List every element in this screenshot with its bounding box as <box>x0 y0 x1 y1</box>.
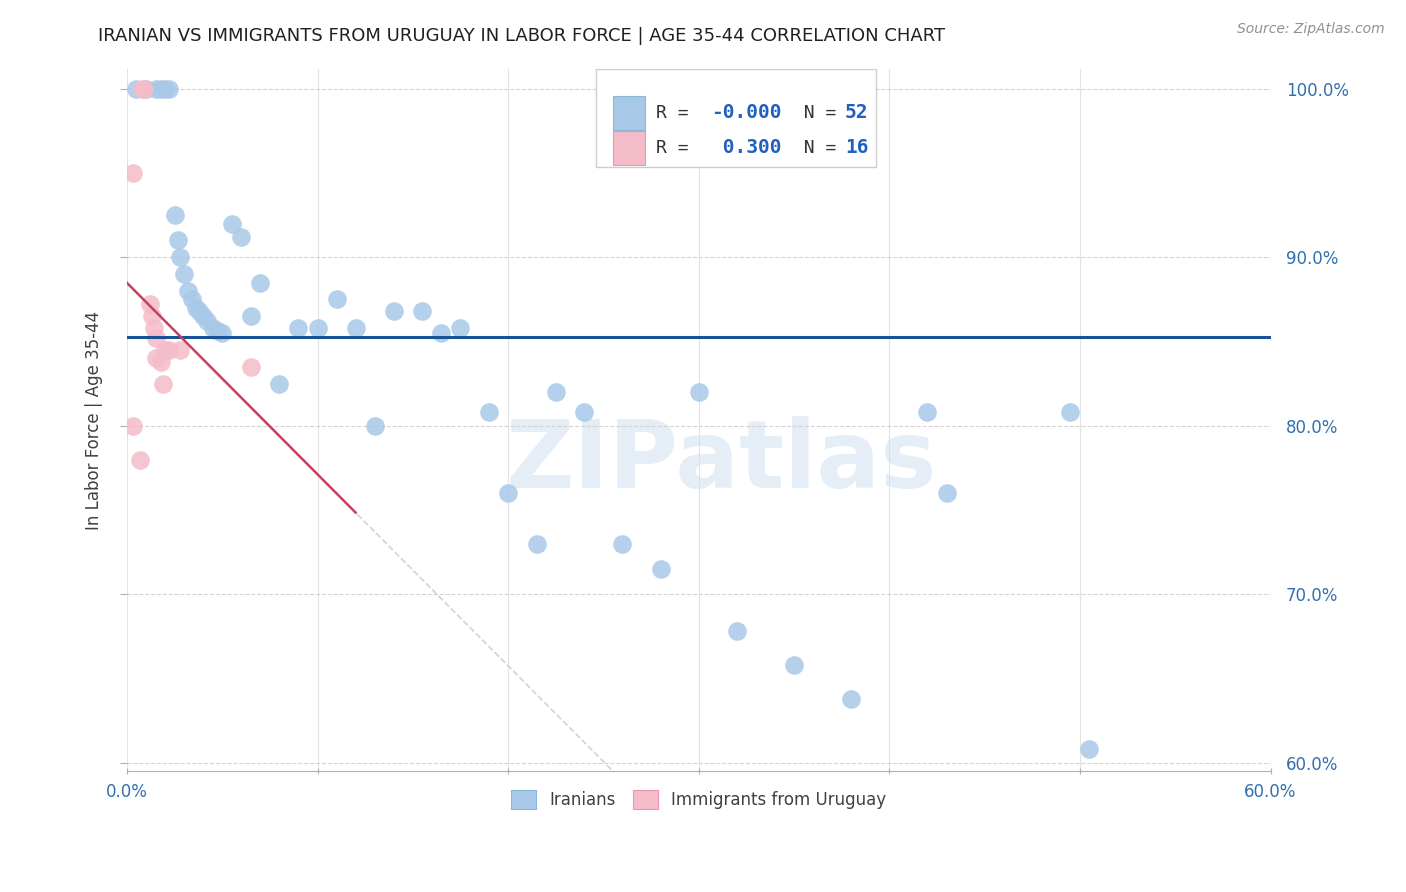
Point <box>157 343 180 357</box>
Point <box>145 81 167 95</box>
Point <box>184 301 207 315</box>
Point <box>145 331 167 345</box>
Point <box>612 537 634 551</box>
Point <box>544 385 567 400</box>
Point <box>141 310 163 324</box>
Point <box>478 405 501 419</box>
Text: 16: 16 <box>845 138 869 158</box>
Point <box>344 321 367 335</box>
Point <box>725 624 748 639</box>
Text: N =: N = <box>782 103 848 122</box>
Point <box>121 166 143 180</box>
Point <box>239 359 262 374</box>
Point <box>382 304 405 318</box>
Point <box>496 486 519 500</box>
Point <box>152 376 174 391</box>
Point <box>450 321 472 335</box>
Point <box>211 326 233 340</box>
Bar <box>613 131 645 165</box>
Point <box>135 81 157 95</box>
Point <box>411 304 433 318</box>
Point <box>239 310 262 324</box>
Text: 0.300: 0.300 <box>711 138 782 158</box>
Point <box>191 310 214 324</box>
Point <box>188 304 211 318</box>
Point <box>935 486 957 500</box>
Point <box>1059 405 1081 419</box>
Point <box>526 537 548 551</box>
Point <box>307 321 329 335</box>
Point <box>207 325 229 339</box>
Point <box>169 250 191 264</box>
Point <box>287 321 309 335</box>
Point <box>269 376 291 391</box>
Point <box>180 293 202 307</box>
Point <box>430 326 453 340</box>
Point <box>195 314 218 328</box>
Text: IRANIAN VS IMMIGRANTS FROM URUGUAY IN LABOR FORCE | AGE 35-44 CORRELATION CHART: IRANIAN VS IMMIGRANTS FROM URUGUAY IN LA… <box>98 27 946 45</box>
Text: Source: ZipAtlas.com: Source: ZipAtlas.com <box>1237 22 1385 37</box>
Point <box>917 405 939 419</box>
Point <box>153 81 176 95</box>
Text: -0.000: -0.000 <box>711 103 782 122</box>
Point <box>167 234 190 248</box>
Point <box>121 418 143 433</box>
Point <box>249 276 271 290</box>
Point <box>153 343 176 357</box>
Point <box>177 284 200 298</box>
Point <box>129 452 152 467</box>
Point <box>363 418 385 433</box>
Point <box>688 385 710 400</box>
Point <box>145 351 167 366</box>
Point <box>839 692 862 706</box>
Point <box>173 267 195 281</box>
Point <box>163 208 186 222</box>
Point <box>125 81 148 95</box>
Point <box>142 321 165 335</box>
Point <box>783 658 806 673</box>
Point <box>157 81 180 95</box>
Point <box>221 217 243 231</box>
Point <box>231 230 253 244</box>
FancyBboxPatch shape <box>596 69 876 167</box>
Text: 52: 52 <box>845 103 869 122</box>
Y-axis label: In Labor Force | Age 35-44: In Labor Force | Age 35-44 <box>86 310 103 530</box>
Point <box>139 297 162 311</box>
Text: ZIPatlas: ZIPatlas <box>506 417 938 508</box>
Point <box>650 562 672 576</box>
Text: R =: R = <box>657 139 700 157</box>
Point <box>574 405 596 419</box>
Text: N =: N = <box>782 139 848 157</box>
Text: R =: R = <box>657 103 700 122</box>
Point <box>325 293 347 307</box>
Point <box>132 81 155 95</box>
Point <box>150 355 173 369</box>
Bar <box>613 96 645 129</box>
Point <box>150 81 173 95</box>
Point <box>1078 742 1101 756</box>
Point <box>201 321 224 335</box>
Legend: Iranians, Immigrants from Uruguay: Iranians, Immigrants from Uruguay <box>505 783 893 816</box>
Point <box>169 343 191 357</box>
Point <box>131 81 153 95</box>
